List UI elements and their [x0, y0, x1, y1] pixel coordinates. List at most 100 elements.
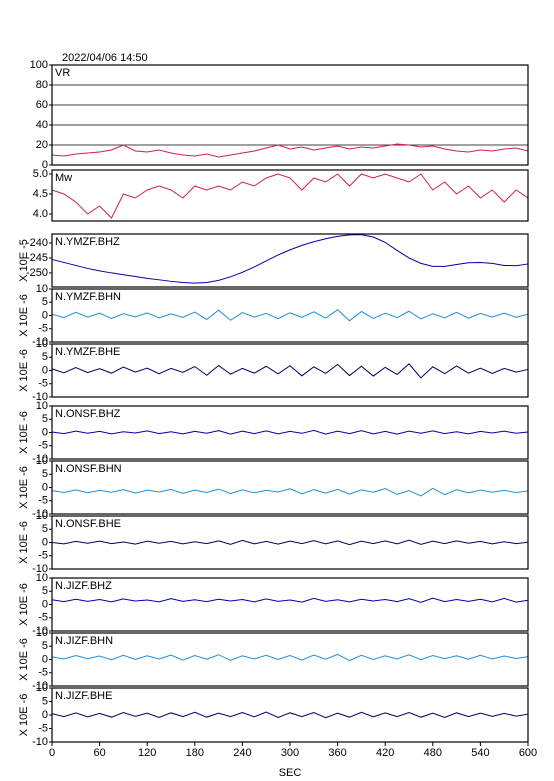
y-tick-label: 5.0 — [33, 168, 48, 180]
trace-line — [51, 487, 529, 497]
y-axis-label: X 10E -6 — [18, 294, 30, 337]
y-axis-label: X 10E -6 — [18, 411, 30, 454]
y-tick-label: 0 — [42, 364, 48, 376]
panel-frame — [51, 632, 529, 687]
trace-label: N.YMZF.BHZ — [55, 236, 120, 248]
trace-line — [51, 597, 529, 603]
trace-label: N.JIZF.BHN — [55, 635, 113, 647]
y-axis-label: X 10E -6 — [18, 694, 30, 737]
trace-line — [51, 539, 529, 546]
chart-title: 2022/04/06 14:50 — [62, 52, 148, 64]
y-tick-label: 5 — [42, 296, 48, 308]
trace-label: N.ONSF.BHE — [55, 518, 121, 530]
y-tick-label: 5 — [42, 585, 48, 597]
panel-frame — [51, 577, 529, 632]
x-tick-label: 240 — [233, 747, 251, 759]
y-tick-label: -10 — [32, 736, 48, 748]
trace-line — [51, 653, 529, 662]
x-tick-label: 120 — [138, 747, 156, 759]
y-tick-label: -10 — [32, 680, 48, 692]
y-tick-label: 60 — [36, 99, 48, 111]
x-tick-label: 180 — [186, 747, 204, 759]
y-tick-label: 5 — [42, 695, 48, 707]
y-tick-label: -10 — [32, 508, 48, 520]
y-tick-label: 5 — [42, 413, 48, 425]
trace-label: VR — [55, 67, 70, 79]
panel-frame — [51, 233, 529, 288]
y-tick-label: -5 — [38, 378, 48, 390]
y-tick-label: -10 — [32, 336, 48, 348]
y-tick-label: -245 — [26, 252, 48, 264]
y-tick-label: 0 — [42, 159, 48, 171]
x-tick-label: 420 — [376, 747, 394, 759]
x-tick-label: 300 — [281, 747, 299, 759]
panel-frame — [51, 515, 529, 570]
y-tick-label: 10 — [36, 283, 48, 295]
y-tick-label: 5 — [42, 523, 48, 535]
trace-line — [51, 363, 529, 379]
y-tick-label: 100 — [30, 59, 48, 71]
y-axis-label: X 10E -6 — [18, 583, 30, 626]
y-tick-label: 0 — [42, 426, 48, 438]
y-axis-label: X 10E -6 — [18, 349, 30, 392]
y-tick-label: -5 — [38, 440, 48, 452]
y-axis-label: X 10E -6 — [18, 638, 30, 681]
y-tick-label: 0 — [42, 481, 48, 493]
trace-line — [51, 309, 529, 322]
x-tick-label: 360 — [328, 747, 346, 759]
panel-frame — [51, 169, 529, 222]
y-tick-label: 4.0 — [33, 208, 48, 220]
trace-label: N.ONSF.BHZ — [55, 408, 121, 420]
x-tick-label: 480 — [424, 747, 442, 759]
y-tick-label: -10 — [32, 563, 48, 575]
y-tick-label: -5 — [38, 722, 48, 734]
y-tick-label: 10 — [36, 455, 48, 467]
trace-line — [51, 173, 529, 219]
y-tick-label: -5 — [38, 323, 48, 335]
trace-line — [51, 711, 529, 719]
panel-frame — [51, 288, 529, 343]
trace-line — [51, 234, 529, 284]
y-tick-label: 0 — [42, 653, 48, 665]
trace-label: N.YMZF.BHN — [55, 291, 121, 303]
y-tick-label: 80 — [36, 79, 48, 91]
y-tick-label: -5 — [38, 495, 48, 507]
trace-line — [51, 143, 529, 158]
y-tick-label: 10 — [36, 627, 48, 639]
y-tick-label: 5 — [42, 351, 48, 363]
y-axis-label: X 10E -6 — [18, 521, 30, 564]
y-tick-label: -5 — [38, 612, 48, 624]
y-tick-label: -240 — [26, 237, 48, 249]
y-axis-label: X 10E -6 — [18, 466, 30, 509]
panel-frame — [51, 343, 529, 398]
y-tick-label: -5 — [38, 667, 48, 679]
x-tick-label: 60 — [93, 747, 105, 759]
trace-label: Mw — [55, 172, 72, 184]
y-tick-label: -10 — [32, 453, 48, 465]
y-tick-label: 0 — [42, 536, 48, 548]
x-tick-label: 540 — [471, 747, 489, 759]
y-tick-label: -10 — [32, 391, 48, 403]
y-tick-label: -5 — [38, 550, 48, 562]
trace-line — [51, 429, 529, 435]
y-axis-label: X 10E -5 — [18, 239, 30, 282]
trace-label: N.ONSF.BHN — [55, 463, 122, 475]
y-tick-label: 10 — [36, 682, 48, 694]
panel-frame — [51, 687, 529, 743]
y-tick-label: 0 — [42, 309, 48, 321]
y-tick-label: 20 — [36, 139, 48, 151]
x-tick-label: 600 — [519, 747, 537, 759]
trace-label: N.JIZF.BHE — [55, 690, 112, 702]
y-tick-label: 10 — [36, 400, 48, 412]
panel-frame — [51, 405, 529, 460]
y-tick-label: 40 — [36, 119, 48, 131]
panel-frame — [51, 460, 529, 515]
y-tick-label: 10 — [36, 338, 48, 350]
y-tick-label: 10 — [36, 510, 48, 522]
y-tick-label: 4.5 — [33, 188, 48, 200]
panel-frame — [51, 64, 529, 166]
y-tick-label: 5 — [42, 640, 48, 652]
trace-label: N.YMZF.BHE — [55, 346, 120, 358]
y-tick-label: 0 — [42, 709, 48, 721]
